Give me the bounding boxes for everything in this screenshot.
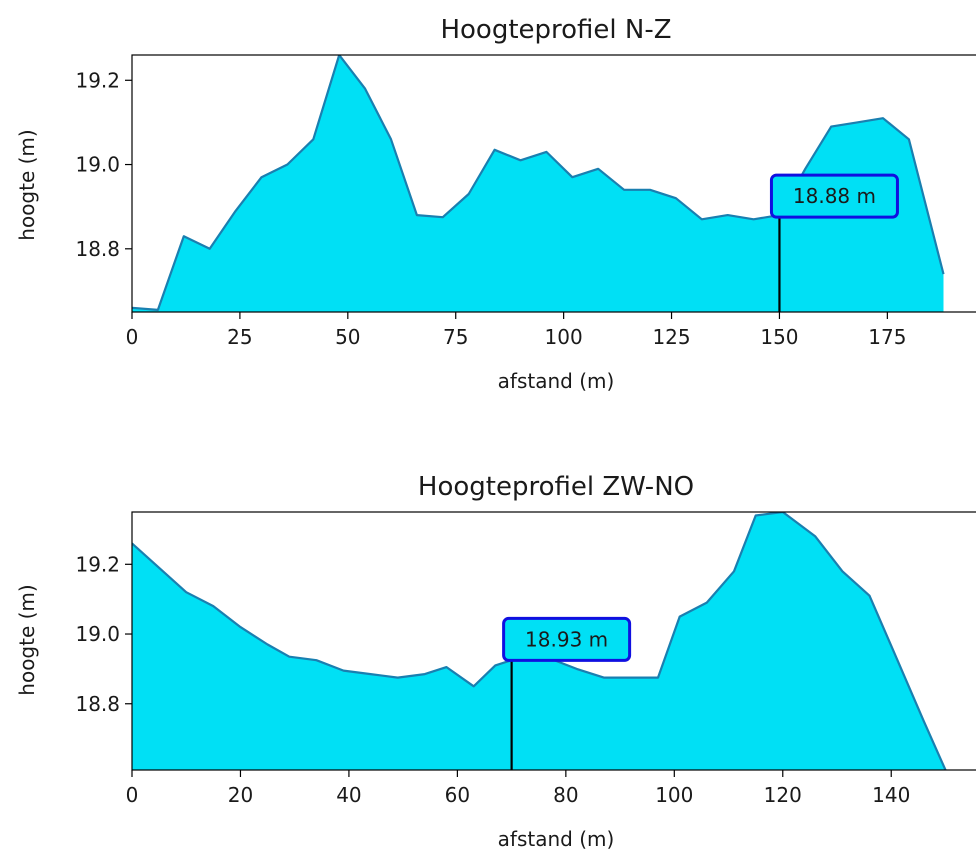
x-tick-label: 150 bbox=[760, 325, 798, 349]
x-tick-label: 175 bbox=[868, 325, 906, 349]
x-axis-label: afstand (m) bbox=[498, 827, 615, 851]
y-axis-label: hoogte (m) bbox=[15, 584, 39, 695]
elevation-area bbox=[132, 55, 944, 312]
chart-title: Hoogteprofiel ZW-NO bbox=[418, 472, 694, 502]
plot-frame bbox=[131, 54, 976, 313]
chart-title: Hoogteprofiel N-Z bbox=[440, 15, 671, 45]
x-tick-label: 50 bbox=[335, 325, 360, 349]
chart-n-z: Hoogteprofiel N-Z 0 25 50 75 100 125 150 175 18.… bbox=[15, 15, 976, 393]
x-tick-label: 140 bbox=[872, 783, 910, 807]
x-tick-label: 100 bbox=[545, 325, 583, 349]
x-tick-label: 25 bbox=[227, 325, 252, 349]
x-tick-label: 75 bbox=[443, 325, 468, 349]
x-tick-label: 100 bbox=[655, 783, 693, 807]
y-tick-label: 19.0 bbox=[75, 622, 120, 646]
x-tick-label: 80 bbox=[553, 783, 578, 807]
marker-label: 18.93 m bbox=[525, 627, 608, 651]
x-tick-label: 0 bbox=[126, 325, 139, 349]
x-tick-label: 60 bbox=[445, 783, 470, 807]
y-tick-label: 19.0 bbox=[75, 153, 120, 177]
marker-label-box bbox=[502, 616, 632, 662]
y-tick-label: 18.8 bbox=[75, 237, 120, 261]
x-tick-label: 120 bbox=[764, 783, 802, 807]
x-tick-label: 20 bbox=[228, 783, 253, 807]
chart-zw-no: Hoogteprofiel ZW-NO 0 20 40 60 80 100 120 140 18… bbox=[15, 472, 976, 851]
plot-frame bbox=[131, 511, 976, 771]
x-tick-label: 40 bbox=[336, 783, 361, 807]
y-axis-label: hoogte (m) bbox=[15, 129, 39, 240]
y-tick-label: 19.2 bbox=[75, 68, 120, 92]
x-axis-label: afstand (m) bbox=[498, 369, 615, 393]
elevation-area bbox=[132, 512, 946, 770]
marker-label-box bbox=[769, 173, 899, 219]
x-tick-label: 125 bbox=[652, 325, 690, 349]
y-tick-label: 18.8 bbox=[75, 692, 120, 716]
y-tick-label: 19.2 bbox=[75, 552, 120, 576]
x-tick-label: 0 bbox=[126, 783, 139, 807]
marker-label: 18.88 m bbox=[793, 184, 876, 208]
